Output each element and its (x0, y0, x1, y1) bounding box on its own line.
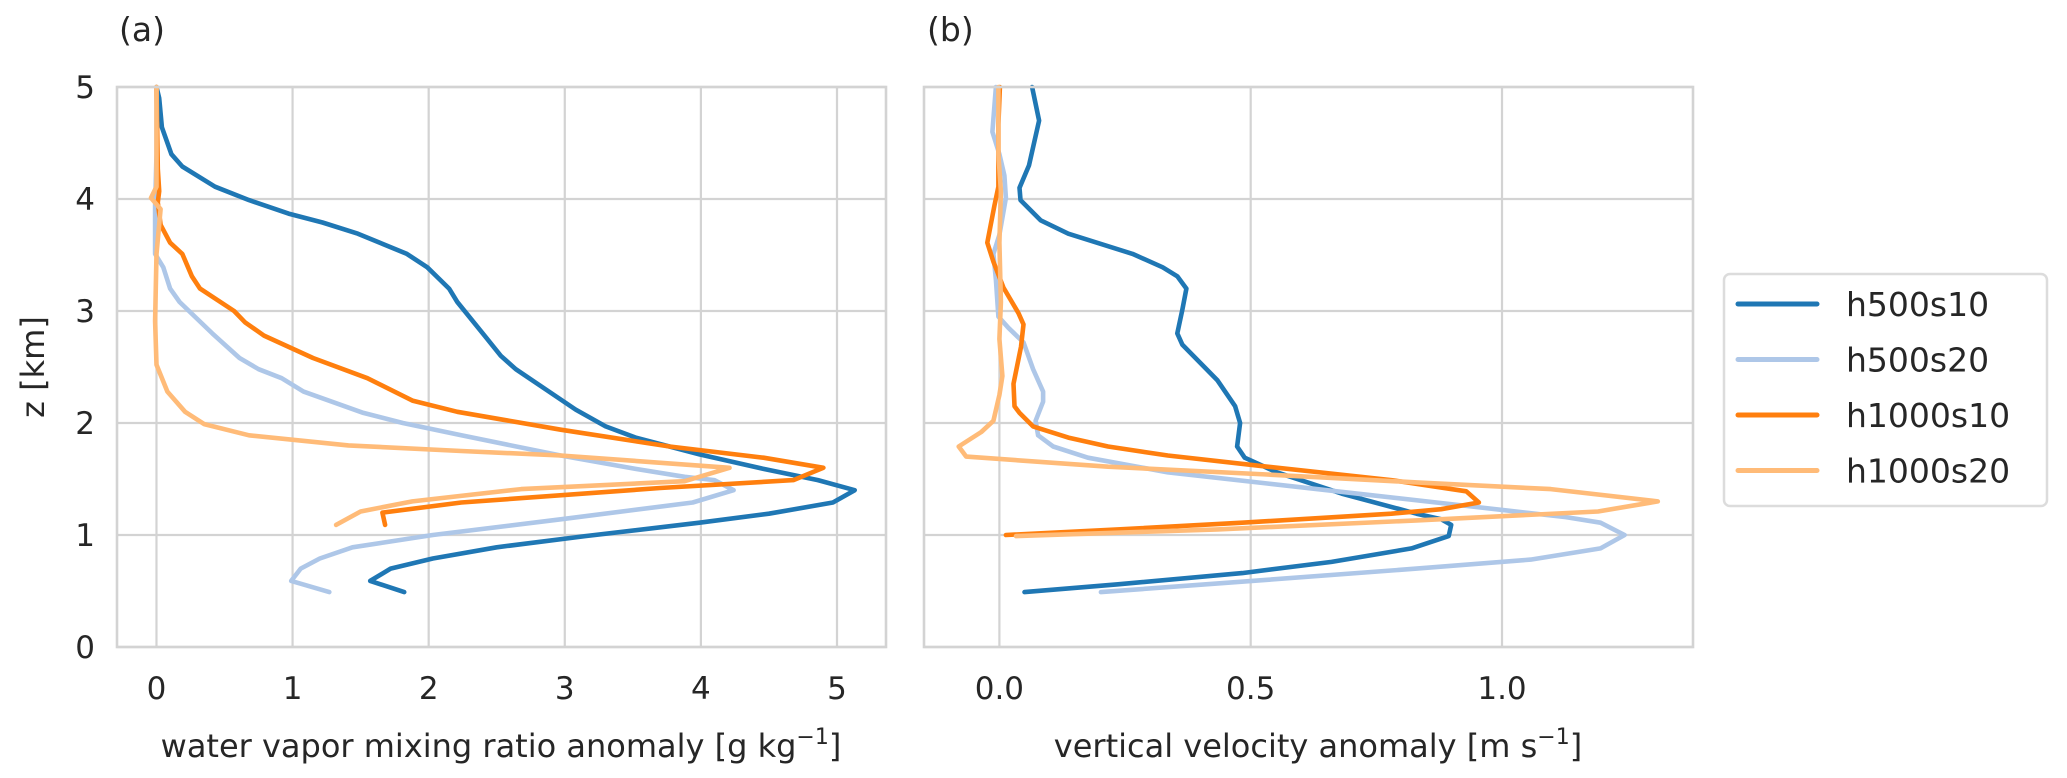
x-tick-label-b: 0.5 (1226, 671, 1275, 707)
x-axis-label-b-end: ] (1570, 727, 1582, 765)
legend-box (1722, 272, 2049, 508)
x-tick-label-b: 1.0 (1477, 671, 1526, 707)
panel-b: (b) 0.0 0.5 1.0 vertical velocity anomaly … (922, 10, 1695, 765)
panel-label-b: (b) (927, 10, 974, 49)
y-tick-label: 2 (75, 406, 95, 442)
x-tick-label-a: 3 (555, 671, 575, 707)
x-axis-label-b-text: vertical velocity anomaly [m s (1054, 727, 1537, 765)
x-axis-label-a: water vapor mixing ratio anomaly [g kg−1… (161, 725, 842, 765)
legend-label-h1000s10: h1000s10 (1846, 396, 2010, 435)
panel-label-a: (a) (119, 10, 165, 49)
legend-label-h1000s20: h1000s20 (1846, 452, 2010, 491)
x-axis-label-b: vertical velocity anomaly [m s−1] (1054, 725, 1582, 765)
y-tick-label: 3 (75, 294, 95, 330)
panel-a: (a) 0 1 2 3 4 5 0 1 2 3 4 5 water vapor mixing rat… (14, 10, 888, 765)
grid-a (117, 85, 886, 649)
y-ticks-a: 0 1 2 3 4 5 (75, 70, 95, 666)
x-tick-label-b: 0.0 (975, 671, 1024, 707)
y-tick-label: 1 (75, 518, 95, 554)
y-tick-label: 0 (75, 630, 95, 666)
legend-label-h500s20: h500s20 (1846, 341, 1989, 380)
x-tick-label-a: 2 (419, 671, 439, 707)
axes-frame-a (115, 85, 888, 649)
x-tick-label-a: 1 (283, 671, 303, 707)
x-axis-label-a-sup: −1 (796, 725, 828, 750)
x-ticks-b: 0.0 0.5 1.0 (975, 671, 1527, 707)
x-axis-label-b-sup: −1 (1537, 725, 1569, 750)
series-a (148, 84, 857, 595)
legend: h500s10 h500s20 h1000s10 h1000s20 (1722, 272, 2049, 508)
y-tick-label: 5 (75, 70, 95, 106)
x-ticks-a: 0 1 2 3 4 5 (147, 671, 847, 707)
series-line-h1000s10-b (985, 84, 1482, 538)
series-line-h500s20-a (152, 84, 736, 595)
series-line-h1000s20-a (148, 84, 732, 528)
x-tick-label-a: 4 (691, 671, 711, 707)
y-tick-label: 4 (75, 182, 95, 218)
x-tick-label-a: 5 (827, 671, 847, 707)
x-axis-label-a-end: ] (829, 727, 841, 765)
series-b (956, 84, 1661, 595)
legend-items: h500s10 h500s20 h1000s10 h1000s20 (1735, 285, 2010, 491)
y-axis-label: z [km] (14, 316, 52, 418)
series-line-h1000s20-b (956, 84, 1661, 539)
legend-label-h500s10: h500s10 (1846, 285, 1989, 324)
series-line-h500s10-b (1017, 84, 1454, 595)
axes-frame-b (922, 85, 1695, 649)
x-tick-label-a: 0 (147, 671, 167, 707)
x-axis-label-a-text: water vapor mixing ratio anomaly [g kg (161, 727, 797, 765)
series-line-h500s10-a (154, 84, 857, 595)
